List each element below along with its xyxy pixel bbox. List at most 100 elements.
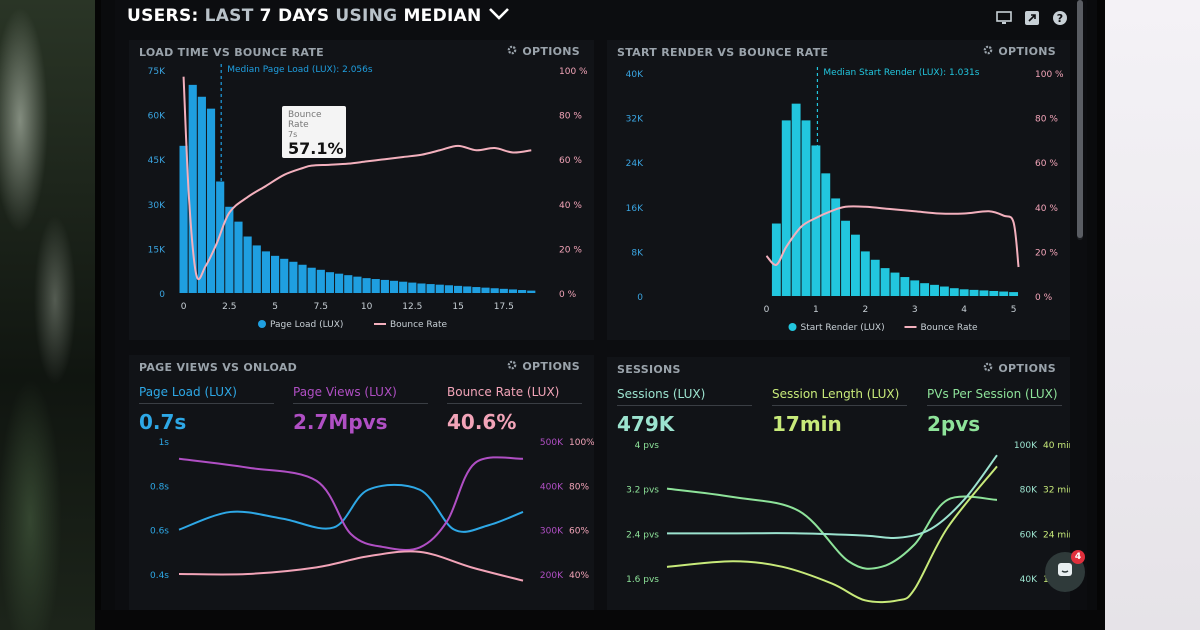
legend-label: Start Render (LUX) — [801, 323, 885, 333]
y-right-tick-label: 80 % — [1035, 115, 1058, 125]
options-label: OPTIONS — [998, 362, 1056, 375]
monitor-icon[interactable] — [995, 10, 1013, 26]
metric-page-load[interactable]: Page Load (LUX) 0.7s — [139, 385, 274, 434]
bar — [417, 283, 426, 293]
bar — [243, 236, 252, 293]
y-left-tick-label: 1.6 pvs — [626, 575, 659, 585]
metric-value: 17min — [772, 412, 842, 436]
y-right-tick-label: 60K — [1020, 530, 1038, 540]
metric-value: 479K — [617, 412, 675, 436]
start-render-chart[interactable]: 0 8K 16K 24K 32K 40K 0 % 20 % 40 % 60 % 80 % 100 % 0… — [607, 40, 1070, 340]
options-label: OPTIONS — [522, 45, 580, 58]
y-left-tick-label: 30K — [148, 201, 166, 211]
metric-sessions[interactable]: Sessions (LUX) 479K — [617, 387, 752, 436]
title-users: USERS: — [127, 6, 199, 26]
bar — [435, 284, 444, 293]
tooltip-value: 57.1% — [288, 139, 344, 158]
gear-icon — [507, 45, 517, 58]
y-right-tick-label: 100 % — [1035, 70, 1064, 80]
y-right-tick-label: 0 % — [1035, 293, 1053, 303]
panel-start-render: START RENDER VS BOUNCE RATE OPTIONS 0 8K 1… — [607, 40, 1070, 340]
title-last: LAST — [204, 6, 254, 26]
bar — [307, 267, 316, 293]
y-left-tick-label: 1s — [159, 438, 170, 448]
y-right-tick-label: 100% — [569, 438, 594, 448]
bar — [850, 234, 860, 296]
y-right-tick-label: 40K — [1020, 575, 1038, 585]
y-right-tick-label: 40% — [569, 571, 589, 581]
x-tick-label: 3 — [912, 305, 918, 315]
panel-title: START RENDER VS BOUNCE RATE — [617, 46, 829, 59]
help-icon[interactable]: ? — [1051, 10, 1069, 26]
y-left-tick-label: 15K — [148, 245, 166, 255]
bar — [353, 276, 362, 293]
bar — [325, 272, 335, 293]
metric-page-views[interactable]: Page Views (LUX) 2.7Mpvs — [293, 385, 428, 434]
background-wall — [1105, 0, 1200, 630]
y-right-tick-label: 24 min — [1043, 530, 1070, 540]
bar — [939, 286, 949, 296]
bar — [989, 290, 999, 296]
bar — [408, 282, 417, 293]
bar — [880, 268, 890, 296]
bar — [527, 290, 536, 293]
series-line — [178, 550, 524, 582]
bar — [362, 278, 371, 293]
bar — [518, 290, 527, 293]
bar — [949, 288, 959, 296]
bar — [490, 288, 499, 293]
legend-label: Bounce Rate — [390, 320, 448, 330]
y-right-tick-label: 40 % — [559, 201, 582, 211]
y-right-tick-label: 100K — [1014, 441, 1038, 451]
bar — [389, 280, 399, 293]
y-right-tick-label: 60 % — [559, 156, 582, 166]
metric-pvs-per-session[interactable]: PVs Per Session (LUX) 2pvs — [927, 387, 1062, 436]
y-right-tick-label: 32 min — [1043, 486, 1070, 496]
y-left-tick-label: 0.8s — [150, 482, 169, 492]
bar — [289, 261, 298, 293]
bar — [371, 279, 380, 293]
panel-load-time: LOAD TIME VS BOUNCE RATE OPTIONS 0 15K 30K… — [129, 40, 594, 340]
panel-sessions: SESSIONS OPTIONS Sessions (LUX) 479K Ses… — [607, 357, 1070, 610]
bar — [481, 287, 490, 293]
metric-bounce-rate[interactable]: Bounce Rate (LUX) 40.6% — [447, 385, 582, 434]
metric-session-length[interactable]: Session Length (LUX) 17min — [772, 387, 907, 436]
options-label: OPTIONS — [522, 360, 580, 373]
chevron-down-icon[interactable] — [488, 6, 510, 26]
x-tick-label: 12.5 — [402, 302, 422, 312]
bar — [910, 280, 920, 296]
options-button[interactable]: OPTIONS — [507, 45, 580, 58]
bar — [791, 103, 801, 296]
page-views-chart[interactable]: 0.4s 0.6s 0.8s 1s 200K 300K 400K 500K 40% 60% 80% 1… — [129, 355, 594, 610]
tooltip-title: Bounce Rate — [288, 110, 322, 130]
gear-icon — [983, 45, 993, 58]
options-button[interactable]: OPTIONS — [983, 362, 1056, 375]
bar — [821, 173, 831, 296]
bar — [444, 285, 453, 293]
bar — [399, 281, 408, 293]
options-button[interactable]: OPTIONS — [983, 45, 1056, 58]
share-icon[interactable] — [1023, 10, 1041, 26]
x-tick-label: 1 — [813, 305, 819, 315]
bounce-rate-line — [182, 76, 532, 281]
bar — [841, 220, 850, 296]
y-left-tick-label: 0 — [637, 293, 643, 303]
legend-marker — [788, 323, 797, 331]
metric-label: Sessions (LUX) — [617, 387, 752, 406]
bar — [801, 120, 811, 296]
y-right-tick-label: 200K — [540, 571, 564, 581]
y-right-tick-label: 100 % — [559, 67, 588, 77]
load-time-chart[interactable]: 0 15K 30K 45K 60K 75K 0 % 20 % 40 % 60 % 80 % 100 %… — [129, 40, 594, 340]
monitor: USERS: LAST 7 DAYS USING MEDIAN ? LOAD T… — [95, 0, 1105, 630]
sessions-chart[interactable]: 1.6 pvs 2.4 pvs 3.2 pvs 4 pvs 40K 60K 80K 100K 1… — [607, 357, 1070, 610]
bar — [860, 251, 870, 296]
page-title[interactable]: USERS: LAST 7 DAYS USING MEDIAN — [127, 6, 510, 26]
y-left-tick-label: 0 — [159, 290, 165, 300]
svg-text:?: ? — [1057, 12, 1063, 25]
options-button[interactable]: OPTIONS — [507, 360, 580, 373]
metric-value: 2pvs — [927, 412, 981, 436]
dashboard-screen: USERS: LAST 7 DAYS USING MEDIAN ? LOAD T… — [115, 0, 1087, 610]
scrollbar-thumb[interactable] — [1077, 0, 1083, 238]
y-left-tick-label: 8K — [631, 248, 644, 258]
bar — [335, 273, 344, 293]
